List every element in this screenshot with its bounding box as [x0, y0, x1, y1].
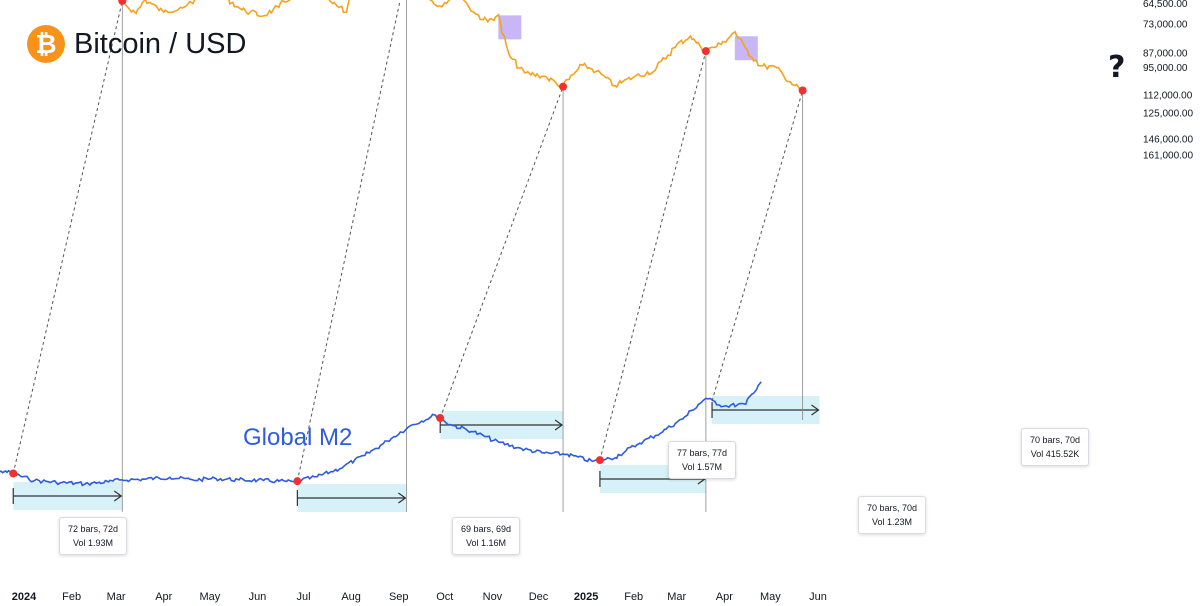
price-tick-label: 112,000.00 [1143, 91, 1193, 102]
global-m2-label: Global M2 [243, 424, 353, 451]
turning-point-dot [293, 477, 302, 486]
measure-arrow-head [554, 419, 564, 431]
time-tick-label: Sep [389, 591, 409, 603]
chart-title-text: Bitcoin / USD [74, 27, 247, 60]
time-tick-label: Apr [155, 591, 172, 603]
price-tick-label: 161,000.00 [1143, 151, 1193, 162]
price-tick-label: 146,000.00 [1143, 134, 1193, 145]
measure-arrow-head [398, 492, 407, 504]
projection-connector-line [711, 90, 804, 402]
measure-bars: 70 bars, 70d [867, 503, 918, 513]
turning-point-dot [436, 414, 445, 423]
price-tick-label: 87,000.00 [1143, 49, 1188, 60]
lag-connector-line [296, 0, 401, 482]
time-tick-label: Oct [436, 591, 453, 603]
turning-point-markers [9, 0, 807, 486]
measure-volume: Vol 1.93M [73, 538, 114, 548]
time-tick-label: 2024 [12, 591, 37, 603]
highlight-box [498, 15, 522, 40]
measure-box-3: 77 bars, 77d Vol 1.57M [668, 441, 737, 479]
price-tick-label: 95,000.00 [1143, 63, 1188, 74]
measure-volume: Vol 1.23M [872, 517, 913, 527]
turning-point-dot [559, 82, 568, 91]
time-tick-label: Jun [809, 591, 827, 603]
time-tick-label: Jun [249, 591, 267, 603]
time-tick-label: May [760, 591, 781, 603]
time-tick-label: Feb [624, 591, 643, 603]
highlight-boxes [498, 15, 758, 61]
time-tick-label: Mar [107, 591, 126, 603]
bitcoin-logo-icon: ₿ [27, 25, 65, 63]
turning-point-dot [595, 456, 604, 465]
price-axis: 161,000.00 146,000.00 125,000.00 112,000.00… [1143, 0, 1193, 162]
turning-point-dot [798, 86, 807, 95]
measure-box-5: 70 bars, 70d Vol 415.52K [1021, 428, 1090, 466]
question-mark-annotation: ? [1108, 50, 1126, 85]
time-tick-label: Apr [716, 591, 733, 603]
turning-point-dot [9, 469, 18, 478]
measure-bars: 72 bars, 72d [68, 524, 119, 534]
lag-connector-line [12, 0, 123, 474]
global-m2-line [0, 381, 762, 487]
measure-arrow-head [113, 490, 123, 502]
turning-point-dot [118, 0, 127, 5]
measure-bars: 77 bars, 77d [677, 448, 728, 458]
time-tick-label: Aug [341, 591, 361, 603]
time-tick-label: Feb [62, 591, 81, 603]
time-tick-label: Mar [667, 591, 686, 603]
measure-box-4: 70 bars, 70d Vol 1.23M [858, 496, 927, 534]
time-axis: 2024 Feb Mar Apr May Jun Jul Aug Sep Oct Nov Dec 202… [12, 591, 827, 603]
measure-arrow-head [811, 404, 820, 416]
measure-volume: Vol 1.16M [466, 538, 507, 548]
measure-box-1: 72 bars, 72d Vol 1.93M [59, 517, 128, 555]
price-tick-label: 73,000.00 [1143, 20, 1188, 31]
price-tick-label: 64,500.00 [1143, 0, 1188, 10]
measure-bars: 69 bars, 69d [461, 524, 512, 534]
measure-bars: 70 bars, 70d [1030, 435, 1081, 445]
btc-price-line [120, 0, 804, 92]
time-tick-label: 2025 [574, 591, 598, 603]
lag-connectors [12, 0, 804, 512]
price-tick-label: 125,000.00 [1143, 109, 1193, 120]
turning-point-dot [701, 47, 710, 56]
chart-title: ₿ Bitcoin / USD [27, 24, 246, 64]
time-tick-label: Jul [296, 591, 310, 603]
time-tick-label: May [199, 591, 220, 603]
measure-box-2: 69 bars, 69d Vol 1.16M [452, 517, 521, 555]
time-tick-label: Dec [529, 591, 549, 603]
time-tick-label: Nov [483, 591, 503, 603]
lag-connector-line [599, 51, 707, 461]
measure-volume: Vol 1.57M [682, 462, 723, 472]
lag-connector-line [439, 86, 564, 419]
measure-volume: Vol 415.52K [1030, 449, 1080, 459]
